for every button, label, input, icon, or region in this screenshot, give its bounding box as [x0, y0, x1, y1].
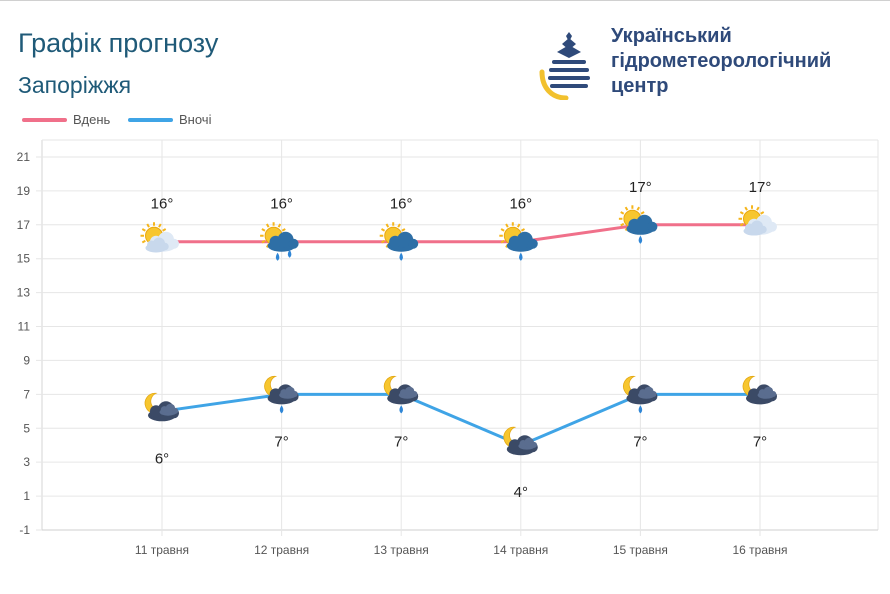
data-label: 4°	[514, 484, 528, 501]
y-tick-label: 3	[23, 455, 30, 469]
series-line-night	[161, 392, 760, 447]
y-tick-label: 21	[17, 150, 31, 164]
y-tick-label: 19	[17, 184, 31, 198]
sun-cloud-drizzle-icon	[499, 222, 538, 261]
sun-cloud-rain-icon	[260, 222, 299, 261]
moon-cloud-drizzle-icon	[383, 375, 419, 414]
x-tick-label: 14 травня	[493, 543, 548, 557]
x-tick-label: 16 травня	[732, 543, 787, 557]
logo-line-1: Український	[611, 25, 732, 47]
y-tick-label: 9	[23, 353, 30, 367]
y-tick-label: 7	[23, 387, 30, 401]
y-tick-label: 1	[23, 489, 30, 503]
y-tick-label: 11	[18, 320, 31, 334]
y-tick-label: -1	[19, 523, 30, 537]
sun-cloud-drizzle-icon	[618, 205, 658, 244]
data-label: 16°	[509, 196, 532, 213]
data-label: 16°	[151, 196, 174, 213]
x-tick-label: 13 травня	[374, 543, 429, 557]
page-title: Графік прогнозу	[18, 28, 219, 58]
x-tick-label: 15 травня	[613, 543, 668, 557]
data-label: 7°	[394, 433, 408, 450]
logo-text: Український гідрометеорологічний центр	[611, 24, 831, 99]
top-border	[0, 0, 890, 1]
y-tick-label: 13	[17, 286, 31, 300]
y-tick-label: 5	[23, 421, 30, 435]
y-tick-label: 15	[17, 252, 31, 266]
data-label: 7°	[274, 433, 288, 450]
data-label: 6°	[155, 450, 169, 467]
logo-line-2: гідрометеорологічний	[611, 50, 832, 72]
series-line-day	[162, 223, 760, 244]
legend-swatch-night	[128, 118, 173, 122]
data-label: 16°	[390, 196, 413, 213]
data-label: 7°	[753, 433, 767, 450]
x-tick-label: 11 травня	[135, 543, 189, 557]
data-label: 17°	[629, 179, 652, 196]
moon-cloud-icon	[742, 375, 777, 405]
moon-cloud-drizzle-icon	[264, 375, 299, 414]
moon-cloud-icon	[503, 426, 538, 456]
x-tick-label: 12 травня	[254, 543, 309, 557]
data-label: 17°	[749, 179, 772, 196]
legend-label-night: Вночі	[179, 112, 212, 127]
sun-cloud-icon	[140, 222, 179, 253]
moon-cloud-icon	[144, 392, 179, 422]
logo-line-3: центр	[611, 75, 669, 97]
water-drop-logo-icon	[539, 32, 590, 100]
city-name: Запоріжжя	[18, 72, 132, 98]
legend-swatch-day	[22, 118, 67, 122]
data-label: 7°	[633, 433, 647, 450]
sun-cloud-drizzle-icon	[379, 222, 419, 261]
moon-cloud-drizzle-icon	[623, 375, 658, 414]
legend-label-day: Вдень	[73, 112, 111, 127]
sun-cloud-icon	[738, 205, 777, 236]
y-tick-label: 17	[17, 218, 31, 232]
data-label: 16°	[270, 196, 293, 213]
